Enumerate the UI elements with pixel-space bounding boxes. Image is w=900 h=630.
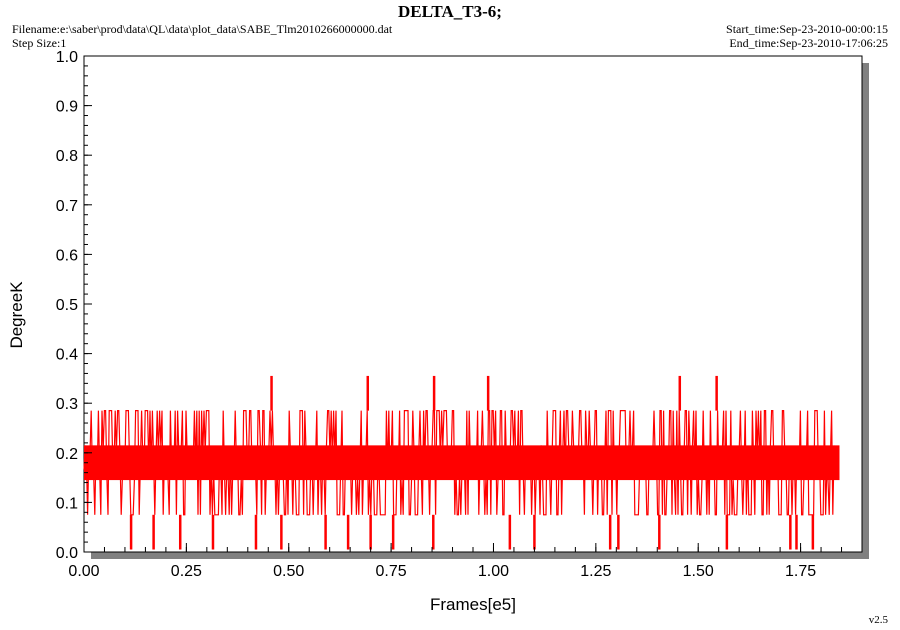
series-core-band	[84, 445, 840, 481]
y-tick-label: 0.5	[56, 297, 78, 314]
x-tick-label: 1.25	[580, 563, 611, 580]
step-size-label: Step Size:	[12, 36, 61, 50]
x-tick-label: 0.50	[273, 563, 304, 580]
y-tick-label: 0.3	[56, 396, 78, 413]
chart-title: DELTA_T3-6;	[398, 2, 502, 21]
version-label: v2.5	[868, 614, 888, 626]
step-size-line: Step Size:1	[12, 36, 66, 51]
end-time-line: End_time:Sep-23-2010-17:06:25	[729, 36, 888, 51]
start-time-value: Sep-23-2010-00:00:15	[779, 22, 888, 36]
step-size-value: 1	[60, 36, 67, 50]
x-axis-label: Frames[e5]	[430, 595, 516, 614]
y-tick-label: 0.4	[56, 347, 78, 364]
filename-line: Filename:e:\saber\prod\data\QL\data\plot…	[12, 22, 392, 37]
x-tick-label: 1.50	[683, 563, 714, 580]
y-tick-label: 0.9	[56, 99, 78, 116]
filename-label: Filename:	[12, 22, 60, 36]
x-tick-label: 0.00	[68, 563, 99, 580]
chart-axes: 0.0 0.1 0.2 0.3 0.4 0.5 0.6 0.7 0.8 0.9 1.0 0.00 0.2…	[56, 49, 863, 580]
chart-marks	[83, 375, 840, 550]
y-tick-label: 0.0	[56, 545, 78, 562]
y-tick-label: 0.1	[56, 495, 78, 512]
start-time-label: Start_time:	[726, 22, 780, 36]
x-tick-label: 0.75	[376, 563, 407, 580]
y-tick-label: 1.0	[56, 49, 78, 66]
y-tick-label: 0.7	[56, 198, 78, 215]
y-tick-label: 0.8	[56, 148, 78, 165]
end-time-label: End_time:	[729, 36, 780, 50]
x-tick-label: 1.75	[785, 563, 816, 580]
end-time-value: Sep-23-2010-17:06:25	[779, 36, 888, 50]
filename-value: e:\saber\prod\data\QL\data\plot_data\SAB…	[60, 22, 393, 36]
y-tick-label: 0.6	[56, 247, 78, 264]
y-axis-label: DegreeK	[7, 281, 26, 349]
x-tick-label: 1.00	[478, 563, 509, 580]
x-tick-label: 0.25	[171, 563, 202, 580]
start-time-line: Start_time:Sep-23-2010-00:00:15	[726, 22, 888, 37]
y-tick-label: 0.2	[56, 446, 78, 463]
